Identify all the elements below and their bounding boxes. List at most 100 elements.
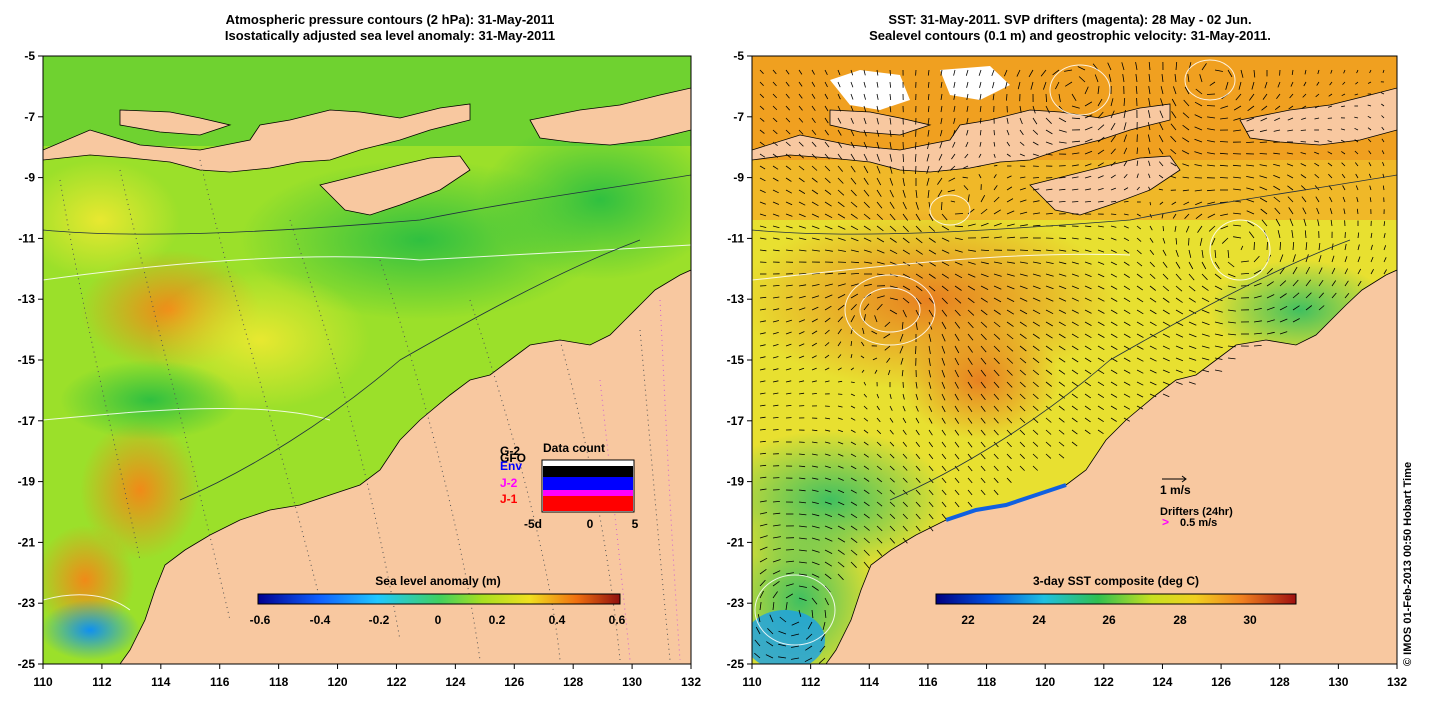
velocity-arrow: [980, 357, 987, 365]
velocity-arrow: [954, 393, 959, 401]
velocity-arrow: [818, 657, 826, 664]
velocity-arrow: [993, 223, 1002, 227]
velocity-arrow: [1084, 188, 1092, 191]
velocity-arrow: [993, 453, 999, 460]
velocity-arrow: [1016, 69, 1021, 77]
velocity-arrow: [1329, 208, 1333, 215]
velocity-arrow: [1110, 309, 1118, 314]
velocity-arrow: [938, 153, 943, 161]
velocity-arrow: [1078, 76, 1086, 83]
velocity-arrow: [804, 657, 813, 663]
credit-text: © IMOS 01-Feb-2013 00:50 Hobart Time: [1402, 461, 1414, 666]
velocity-arrow: [1058, 93, 1061, 102]
velocity-arrow: [1356, 196, 1359, 203]
velocity-arrow: [1327, 129, 1333, 131]
velocity-arrow: [759, 165, 766, 170]
velocity-arrow: [915, 429, 920, 436]
velocity-arrow: [1045, 297, 1054, 302]
velocity-arrow: [863, 525, 870, 531]
velocity-arrow: [889, 225, 897, 232]
velocity-arrow: [914, 153, 917, 162]
velocity-arrow: [1354, 162, 1359, 167]
velocity-arrow: [772, 213, 780, 217]
velocity-arrow: [1287, 185, 1294, 191]
velocity-arrow: [1045, 105, 1050, 114]
velocity-arrow: [759, 141, 765, 146]
velocity-arrow: [1162, 225, 1164, 232]
velocity-arrow: [967, 477, 973, 484]
velocity-arrow: [824, 272, 834, 275]
velocity-arrow: [772, 512, 781, 515]
velocity-arrow: [785, 583, 794, 587]
velocity-arrow: [980, 321, 988, 328]
velocity-arrow: [954, 273, 963, 279]
velocity-arrow: [1342, 185, 1346, 191]
velocity-arrow: [1058, 429, 1065, 435]
velocity-arrow: [979, 141, 982, 147]
velocity-arrow: [1233, 176, 1242, 179]
velocity-arrow: [1300, 152, 1307, 155]
velocity-arrow: [1314, 162, 1320, 167]
velocity-arrow: [966, 81, 969, 88]
velocity-arrow: [1266, 281, 1274, 287]
velocity-arrow: [1233, 105, 1242, 111]
velocity-arrow: [1175, 345, 1184, 350]
velocity-arrow: [1274, 105, 1281, 111]
velocity-arrow: [1194, 189, 1203, 192]
lon-tick-label: 126: [504, 675, 524, 689]
velocity-arrow: [1225, 81, 1229, 90]
velocity-arrow: [1188, 357, 1197, 361]
velocity-arrow: [993, 465, 999, 472]
lon-tick-label: 110: [742, 675, 762, 689]
velocity-arrow: [837, 93, 841, 100]
velocity-arrow: [772, 580, 780, 587]
velocity-arrow: [941, 417, 946, 424]
velocity-arrow: [980, 273, 989, 278]
velocity-arrow: [1248, 231, 1255, 239]
sla-low-region: [60, 360, 240, 440]
velocity-arrow: [1188, 381, 1196, 385]
velocity-arrow: [798, 141, 804, 147]
velocity-arrow: [1161, 213, 1164, 219]
velocity-arrow: [1260, 208, 1268, 215]
velocity-arrow: [1006, 93, 1008, 101]
velocity-arrow: [1097, 345, 1105, 351]
velocity-arrow: [889, 105, 892, 113]
velocity-arrow: [772, 591, 778, 599]
velocity-arrow: [798, 153, 804, 159]
velocity-arrow: [1175, 297, 1183, 303]
velocity-arrow: [1110, 417, 1117, 422]
velocity-arrow: [1019, 405, 1026, 412]
velocity-arrow: [850, 153, 856, 161]
velocity-arrow: [837, 405, 843, 408]
velocity-arrow: [1370, 256, 1374, 263]
velocity-arrow: [1183, 99, 1190, 107]
velocity-arrow: [1331, 292, 1337, 299]
velocity-arrow: [759, 523, 768, 527]
left-axes: 110 112 114 116 118 120 122 124 126 128 130 132-5-7…: [18, 49, 702, 689]
velocity-arrow: [902, 441, 908, 447]
lon-tick-label: 120: [1035, 675, 1055, 689]
velocity-arrow: [954, 477, 960, 484]
velocity-arrow: [1058, 261, 1067, 265]
velocity-arrow: [1110, 393, 1118, 398]
velocity-arrow: [928, 501, 934, 508]
velocity-arrow: [1162, 297, 1170, 303]
velocity-arrow: [759, 440, 766, 443]
velocity-arrow: [785, 392, 792, 395]
velocity-arrow: [1301, 105, 1307, 109]
velocity-arrow: [883, 333, 891, 339]
drifter-speed-label: 0.5 m/s: [1180, 517, 1217, 529]
velocity-arrow: [1110, 148, 1116, 155]
velocity-arrow: [1227, 345, 1236, 348]
lon-tick-label: 122: [1094, 675, 1114, 689]
lat-tick-label: -23: [727, 596, 745, 610]
velocity-arrow: [902, 405, 906, 412]
velocity-arrow: [798, 225, 807, 229]
velocity-arrow: [1195, 213, 1203, 220]
velocity-arrow: [1071, 117, 1081, 120]
velocity-arrow: [902, 489, 908, 495]
velocity-arrow: [1370, 269, 1374, 275]
velocity-arrow: [811, 537, 820, 541]
